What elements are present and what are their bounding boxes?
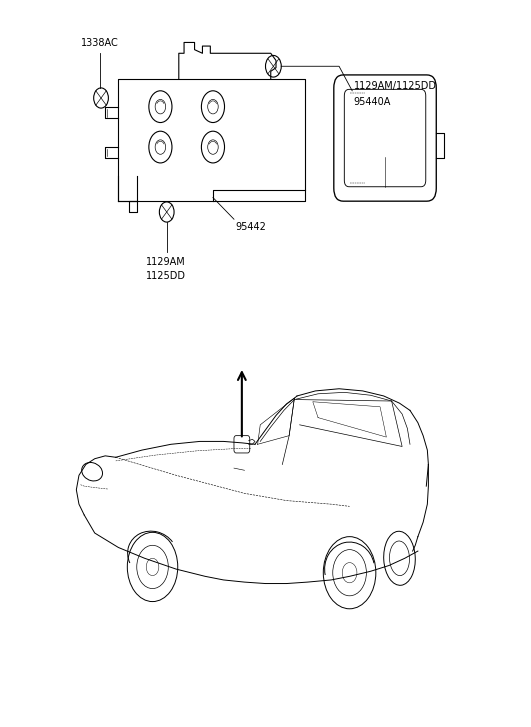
Text: 1129AM/1125DD: 1129AM/1125DD bbox=[354, 81, 437, 91]
Text: 1338AC: 1338AC bbox=[81, 39, 118, 48]
Text: 95442: 95442 bbox=[236, 222, 267, 232]
Text: 1125DD: 1125DD bbox=[145, 271, 186, 281]
Text: 1129AM: 1129AM bbox=[145, 257, 185, 267]
Text: 95440A: 95440A bbox=[354, 97, 391, 107]
